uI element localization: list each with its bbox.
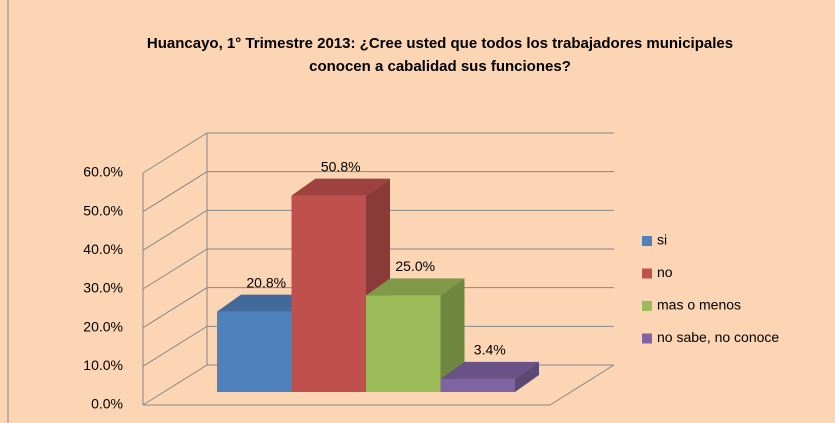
legend-label: no sabe, no conoce [657, 329, 779, 345]
data-label: 25.0% [395, 258, 435, 274]
bar-side [515, 361, 539, 392]
bar [366, 295, 441, 392]
legend-swatch [642, 333, 652, 344]
legend-label: mas o menos [657, 297, 741, 313]
legend-swatch [642, 236, 652, 246]
data-label: 50.8% [321, 158, 361, 174]
bar-top [440, 361, 539, 379]
bar-top [366, 278, 465, 296]
y-tick-label: 20.0% [83, 318, 123, 334]
y-tick-label: 10.0% [83, 357, 123, 373]
grid-line [142, 209, 614, 251]
bar [291, 195, 366, 392]
legend-swatch [642, 301, 652, 311]
grid-line [142, 248, 614, 290]
bar-side [440, 278, 465, 392]
grid-line [142, 287, 614, 329]
floor-edge [549, 364, 615, 406]
legend-label: si [657, 232, 667, 248]
legend-label: no [657, 264, 673, 280]
bar [440, 378, 515, 392]
legend-swatch [642, 268, 652, 279]
data-label: 3.4% [474, 342, 506, 358]
grid-line [142, 132, 614, 174]
bar [217, 311, 292, 392]
bar-top [217, 294, 316, 312]
y-tick-label: 60.0% [83, 164, 123, 180]
y-tick-label: 50.0% [83, 202, 123, 218]
y-tick-label: 40.0% [83, 241, 123, 257]
bar-top [291, 178, 390, 196]
grid-line [142, 171, 614, 213]
chart-title: Huancayo, 1° Trimestre 2013: ¿Cree usted… [146, 35, 734, 75]
y-tick-label: 0.0% [91, 396, 123, 412]
y-tick-label: 30.0% [83, 280, 123, 296]
data-label: 20.8% [246, 274, 286, 290]
grid-line [142, 325, 614, 367]
